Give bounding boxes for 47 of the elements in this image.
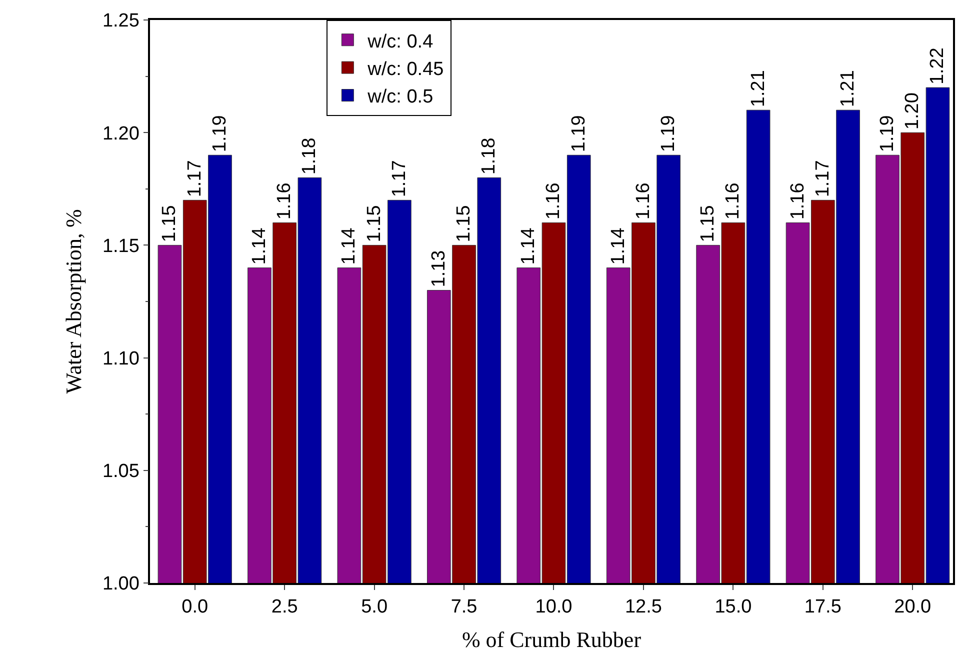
data-label: 1.16 [722, 182, 744, 220]
text: 1.20 [102, 123, 140, 144]
data-label: 1.14 [248, 227, 270, 265]
data-label: 1.17 [388, 160, 410, 198]
data-label: 1.15 [159, 205, 180, 242]
x-tick-label: 17.5 [804, 596, 842, 618]
legend-label: w/c: 0.4 [366, 31, 434, 52]
x-tick-label: 2.5 [271, 596, 298, 618]
data-label: 1.15 [364, 205, 385, 242]
data-label: 1.20 [902, 92, 924, 130]
data-label: 1.18 [478, 138, 500, 175]
data-label: 1.21 [748, 70, 769, 108]
data-label: 1.19 [209, 115, 230, 152]
data-label: 1.17 [184, 160, 206, 198]
data-label: 1.19 [658, 115, 680, 152]
x-tick-label: 15.0 [714, 596, 752, 618]
data-label: 1.14 [518, 227, 540, 265]
legend-label: w/c: 0.45 [366, 58, 444, 80]
x-tick-label: 10.0 [535, 596, 572, 618]
data-label: 1.16 [632, 182, 654, 220]
data-label: 1.19 [877, 115, 898, 152]
legend-label: w/c: 0.5 [366, 86, 434, 108]
data-label: 1.17 [812, 160, 834, 198]
data-label: 1.13 [428, 250, 450, 288]
data-label: 1.22 [927, 48, 948, 85]
text: 1.00 [102, 574, 140, 595]
x-tick-label: 5.0 [361, 596, 388, 618]
x-tick-label: 12.5 [624, 596, 662, 618]
data-label: 1.18 [299, 138, 320, 175]
data-label: 1.19 [568, 115, 590, 152]
data-label: 1.16 [543, 182, 564, 220]
x-tick-label: 20.0 [894, 596, 932, 618]
x-axis-title: % of Crumb Rubber [462, 626, 642, 652]
text: 1.05 [102, 461, 140, 482]
data-label: 1.21 [838, 70, 859, 108]
data-label: 1.16 [787, 182, 808, 220]
text: 1.10 [102, 348, 140, 370]
y-axis-title: Water Absorption, % [60, 209, 86, 394]
data-label: 1.15 [698, 205, 719, 242]
data-label: 1.15 [454, 205, 475, 242]
x-tick-label: 7.5 [450, 596, 478, 618]
x-tick-label: 0.0 [182, 596, 208, 618]
data-label: 1.14 [338, 227, 360, 265]
text: 1.15 [102, 236, 140, 257]
data-label: 1.16 [274, 182, 296, 220]
data-label: 1.14 [608, 227, 629, 265]
text: 1.25 [102, 10, 140, 32]
